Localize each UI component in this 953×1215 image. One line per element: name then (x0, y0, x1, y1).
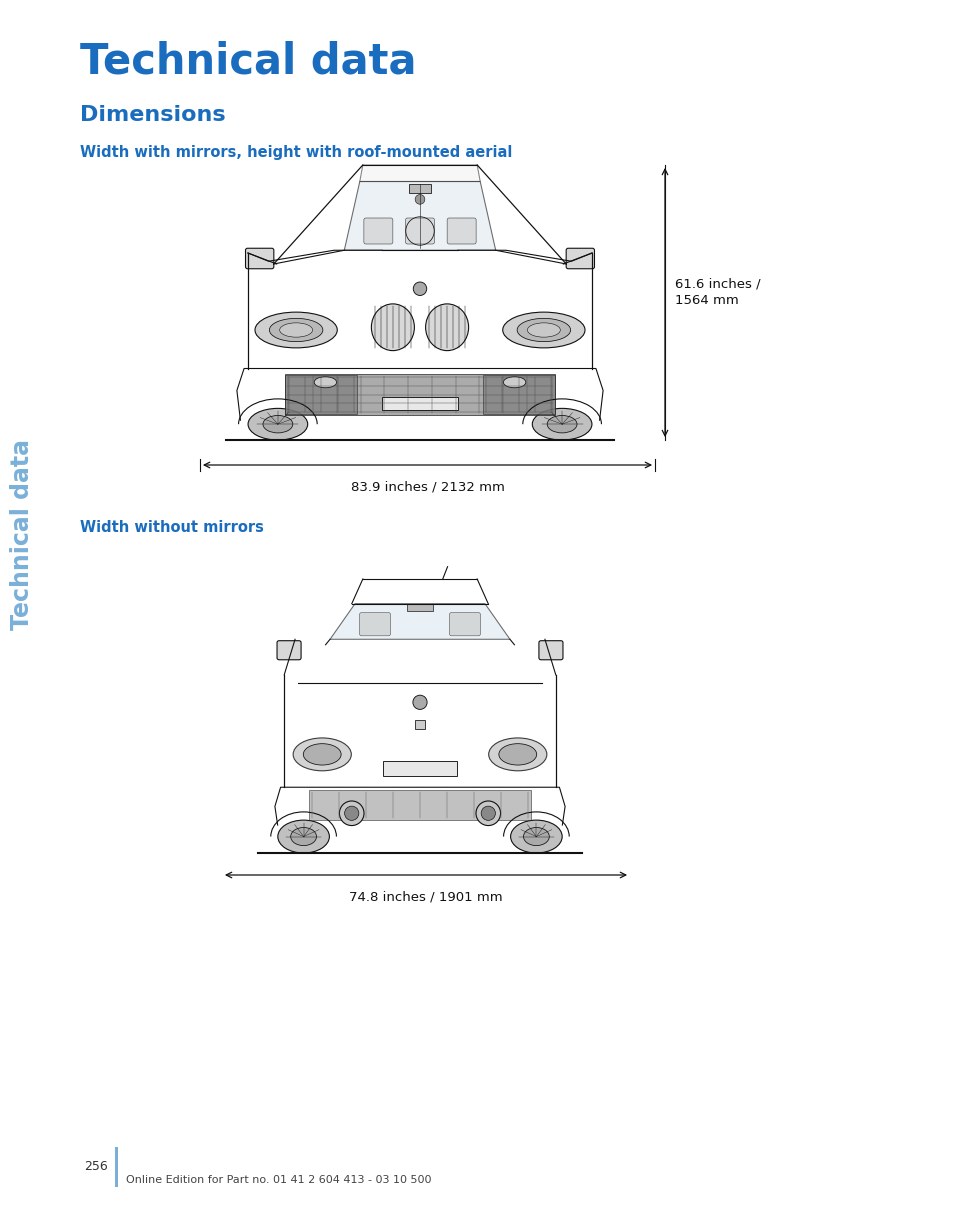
Ellipse shape (527, 323, 559, 337)
FancyBboxPatch shape (363, 217, 393, 244)
Ellipse shape (502, 312, 584, 347)
Circle shape (339, 801, 364, 825)
Bar (382, 762, 456, 776)
Ellipse shape (248, 408, 308, 440)
Ellipse shape (510, 820, 561, 853)
Ellipse shape (547, 416, 577, 433)
Circle shape (415, 194, 424, 204)
Ellipse shape (532, 408, 591, 440)
FancyBboxPatch shape (449, 612, 480, 635)
Text: 74.8 inches / 1901 mm: 74.8 inches / 1901 mm (349, 891, 502, 904)
Ellipse shape (291, 827, 316, 846)
Circle shape (476, 801, 500, 825)
Bar (115, 1147, 118, 1187)
Text: 83.9 inches / 2132 mm: 83.9 inches / 2132 mm (350, 481, 504, 495)
Bar (382, 397, 457, 409)
Circle shape (344, 807, 358, 820)
Bar (309, 790, 531, 820)
Ellipse shape (254, 312, 337, 347)
Circle shape (413, 695, 427, 710)
Polygon shape (344, 181, 496, 250)
FancyBboxPatch shape (245, 248, 274, 269)
Bar (285, 375, 356, 414)
Bar (482, 375, 554, 414)
FancyBboxPatch shape (447, 217, 476, 244)
Text: 61.6 inches /
1564 mm: 61.6 inches / 1564 mm (675, 277, 760, 307)
FancyBboxPatch shape (407, 604, 433, 610)
FancyBboxPatch shape (276, 640, 301, 660)
Ellipse shape (293, 738, 351, 770)
Ellipse shape (263, 416, 293, 433)
FancyBboxPatch shape (359, 612, 390, 635)
Circle shape (413, 282, 426, 295)
FancyBboxPatch shape (405, 217, 434, 244)
Text: Width without mirrors: Width without mirrors (80, 520, 264, 535)
Text: Dimensions: Dimensions (80, 104, 226, 125)
Polygon shape (359, 165, 479, 181)
Ellipse shape (503, 377, 525, 388)
Ellipse shape (279, 323, 313, 337)
Text: Technical data: Technical data (10, 440, 34, 631)
Circle shape (480, 807, 495, 820)
Bar (416, 719, 424, 729)
Text: Width with mirrors, height with roof-mounted aerial: Width with mirrors, height with roof-mou… (80, 145, 512, 160)
Text: 256: 256 (84, 1160, 108, 1174)
Bar (285, 374, 554, 416)
Ellipse shape (425, 304, 468, 351)
Polygon shape (330, 604, 510, 639)
Ellipse shape (523, 827, 549, 846)
FancyBboxPatch shape (538, 640, 562, 660)
Ellipse shape (277, 820, 329, 853)
FancyBboxPatch shape (409, 185, 431, 192)
Text: Technical data: Technical data (80, 40, 416, 81)
Ellipse shape (303, 744, 341, 765)
Ellipse shape (498, 744, 537, 765)
Ellipse shape (371, 304, 414, 351)
Ellipse shape (314, 377, 336, 388)
Ellipse shape (488, 738, 546, 770)
Ellipse shape (269, 318, 322, 341)
Ellipse shape (517, 318, 570, 341)
Text: Online Edition for Part no. 01 41 2 604 413 - 03 10 500: Online Edition for Part no. 01 41 2 604 … (126, 1175, 431, 1185)
FancyBboxPatch shape (565, 248, 594, 269)
